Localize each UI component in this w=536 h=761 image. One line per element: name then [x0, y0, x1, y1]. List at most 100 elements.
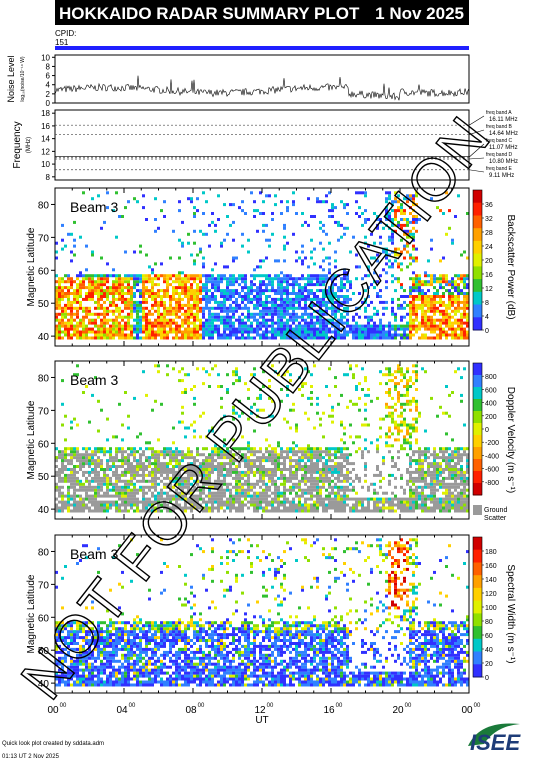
heatmap-cell	[394, 336, 397, 340]
heatmap-cell	[334, 330, 337, 334]
heatmap-cell	[232, 408, 235, 412]
heatmap-cell	[331, 274, 334, 278]
heatmap-cell	[97, 479, 100, 483]
heatmap-cell	[202, 470, 205, 474]
heatmap-cell	[352, 376, 355, 380]
heatmap-cell	[214, 312, 217, 316]
heatmap-cell	[58, 468, 61, 471]
heatmap-cell	[121, 315, 124, 319]
heatmap-cell	[376, 327, 379, 331]
heatmap-cell	[316, 330, 319, 334]
heatmap-cell	[331, 459, 334, 463]
heatmap-cell	[328, 456, 331, 460]
heatmap-cell	[460, 253, 463, 257]
heatmap-cell	[220, 462, 223, 466]
heatmap-cell	[181, 367, 184, 371]
heatmap-cell	[217, 506, 220, 510]
heatmap-cell	[319, 497, 322, 501]
heatmap-cell	[169, 324, 172, 328]
heatmap-cell	[247, 479, 250, 483]
heatmap-cell	[376, 292, 379, 295]
heatmap-cell	[319, 500, 322, 504]
heatmap-cell	[172, 306, 175, 310]
heatmap-cell	[121, 491, 124, 495]
heatmap-cell	[208, 509, 211, 513]
heatmap-cell	[211, 318, 214, 322]
heatmap-cell	[301, 289, 304, 293]
heatmap-cell	[223, 309, 226, 313]
heatmap-cell	[124, 485, 127, 489]
heatmap-cell	[280, 494, 283, 498]
heatmap-cell	[67, 280, 70, 284]
heatmap-cell	[403, 197, 406, 201]
heatmap-cell	[91, 453, 94, 457]
heatmap-cell	[148, 333, 151, 337]
heatmap-cell	[232, 470, 235, 474]
heatmap-cell	[376, 438, 379, 442]
heatmap-cell	[229, 459, 232, 463]
heatmap-cell	[271, 333, 274, 337]
freq-ylabel: Frequency	[12, 121, 23, 168]
heatmap-cell	[202, 212, 205, 215]
heatmap-cell	[94, 321, 97, 325]
heatmap-cell	[427, 306, 430, 310]
heatmap-cell	[376, 259, 379, 263]
heatmap-cell	[178, 473, 181, 477]
heatmap-cell	[208, 506, 211, 510]
heatmap-cell	[169, 488, 172, 492]
heatmap-cell	[295, 476, 298, 480]
heatmap-cell	[388, 373, 391, 377]
heatmap-cell	[304, 488, 307, 492]
heatmap-cell	[307, 417, 310, 421]
heatmap-cell	[157, 306, 160, 310]
heatmap-cell	[403, 438, 406, 442]
heatmap-cell	[319, 300, 322, 304]
heatmap-cell	[97, 459, 100, 463]
heatmap-cell	[349, 488, 352, 492]
heatmap-cell	[334, 468, 337, 471]
heatmap-cell	[163, 327, 166, 331]
heatmap-cell	[271, 330, 274, 334]
heatmap-cell	[304, 306, 307, 310]
heatmap-cell	[115, 289, 118, 293]
heatmap-cell	[316, 450, 319, 454]
heatmap-cell	[196, 315, 199, 319]
colorbar-segment	[473, 215, 482, 229]
heatmap-cell	[256, 274, 259, 278]
heatmap-cell	[127, 462, 130, 466]
heatmap-cell	[79, 295, 82, 298]
heatmap-cell	[403, 223, 406, 227]
heatmap-cell	[79, 274, 82, 278]
heatmap-cell	[193, 327, 196, 331]
heatmap-cell	[172, 292, 175, 295]
heatmap-cell	[298, 306, 301, 310]
heatmap-cell	[97, 509, 100, 513]
heatmap-cell	[304, 321, 307, 325]
heatmap-cell	[124, 321, 127, 325]
heatmap-cell	[256, 321, 259, 325]
heatmap-cell	[169, 321, 172, 325]
heatmap-cell	[205, 327, 208, 331]
heatmap-cell	[340, 509, 343, 513]
heatmap-cell	[448, 283, 451, 287]
heatmap-cell	[403, 218, 406, 221]
heatmap-cell	[337, 333, 340, 337]
heatmap-cell	[232, 295, 235, 298]
heatmap-cell	[370, 330, 373, 334]
heatmap-cell	[298, 292, 301, 295]
heatmap-cell	[106, 479, 109, 483]
heatmap-cell	[373, 473, 376, 477]
heatmap-cell	[316, 411, 319, 415]
heatmap-cell	[463, 283, 466, 287]
heatmap-cell	[388, 393, 391, 397]
heatmap-cell	[139, 488, 142, 492]
heatmap-cell	[436, 336, 439, 340]
heatmap-cell	[463, 300, 466, 304]
heatmap-cell	[304, 411, 307, 415]
heatmap-cell	[85, 450, 88, 454]
heatmap-cell	[424, 327, 427, 331]
freq-tick-label: 10	[41, 160, 50, 169]
heatmap-cell	[391, 411, 394, 415]
heatmap-cell	[121, 330, 124, 334]
heatmap-cell	[109, 468, 112, 471]
